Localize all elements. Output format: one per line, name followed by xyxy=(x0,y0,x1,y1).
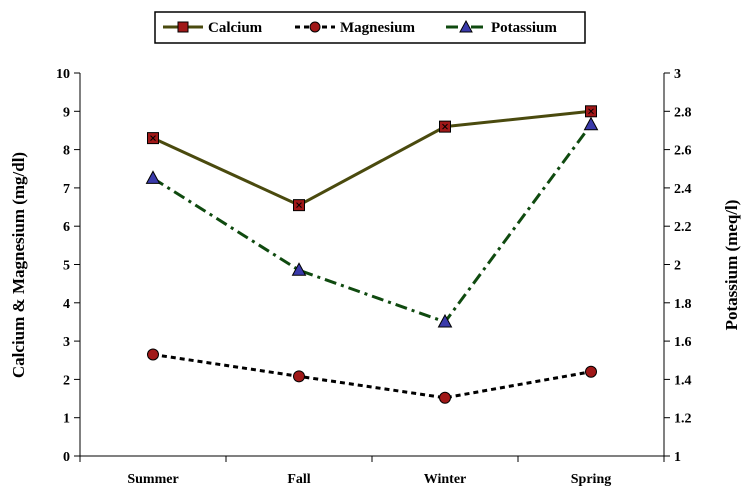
y-right-tick-label: 1.2 xyxy=(674,412,692,427)
series-layer xyxy=(145,105,599,404)
series-magnesium-line xyxy=(152,353,592,400)
legend-item-calcium: Calcium xyxy=(163,20,263,36)
y-left-tick-label: 0 xyxy=(63,450,70,465)
ticks-layer: 0 1 2 3 4 5 6 7 8 9 10 1 1.2 1.4 1.6 1.8 2 2.2 2.4 2.6 2.8 3 S… xyxy=(56,67,692,487)
y-left-tick-label: 3 xyxy=(63,335,70,350)
legend: Calcium Magnesium Potassium xyxy=(154,11,586,44)
series-calcium-point-cross xyxy=(296,202,302,208)
axes xyxy=(79,73,665,457)
y-left-tick-label: 6 xyxy=(63,220,70,235)
y-right-tick-label: 3 xyxy=(674,67,681,82)
series-magnesium-point xyxy=(585,365,597,378)
legend-calcium-label: Calcium xyxy=(208,20,263,36)
legend-potassium-label: Potassium xyxy=(491,20,557,36)
y-left-tick-label: 10 xyxy=(56,67,70,82)
legend-item-potassium: Potassium xyxy=(446,19,557,36)
y-left-tick-label: 7 xyxy=(63,182,70,197)
y-left-tick-label: 1 xyxy=(63,412,70,427)
series-calcium-point-cross xyxy=(442,123,448,130)
y-right-tick-label: 2 xyxy=(674,259,681,274)
y-left-tick-label: 4 xyxy=(63,297,70,312)
y-left-tick-label: 5 xyxy=(63,259,70,274)
series-magnesium-point xyxy=(293,370,305,383)
y-right-tick-label: 1 xyxy=(674,450,681,465)
x-tick-label: Fall xyxy=(287,472,310,487)
series-potassium-point xyxy=(291,262,307,276)
series-potassium-line xyxy=(152,123,593,324)
x-tick-label: Summer xyxy=(127,472,178,487)
legend-calcium-marker xyxy=(177,21,189,33)
series-calcium-point-cross xyxy=(150,135,156,141)
legend-magnesium-marker xyxy=(309,21,321,33)
series-calcium-point-cross xyxy=(588,108,594,115)
y-right-tick-label: 1.4 xyxy=(674,373,692,388)
series-calcium-line xyxy=(152,109,592,207)
series-magnesium-point xyxy=(439,391,451,404)
legend-box xyxy=(154,11,586,44)
series-potassium-point xyxy=(145,170,161,184)
y-left-tick-label: 9 xyxy=(63,105,70,120)
series-potassium-point xyxy=(583,116,599,131)
series-potassium-point xyxy=(437,313,453,328)
x-tick-label: Winter xyxy=(424,472,467,487)
y-right-axis-title: Potassium (meq/l) xyxy=(722,200,741,331)
y-right-tick-label: 1.8 xyxy=(674,297,692,312)
y-right-tick-label: 2.2 xyxy=(674,220,692,235)
y-left-tick-label: 8 xyxy=(63,144,70,159)
y-right-tick-label: 1.6 xyxy=(674,335,692,350)
legend-magnesium-label: Magnesium xyxy=(340,20,416,36)
series-magnesium-point xyxy=(147,348,159,361)
y-left-axis-title: Calcium & Magnesium (mg/dl) xyxy=(9,152,28,378)
y-right-tick-label: 2.8 xyxy=(674,105,692,120)
x-tick-label: Spring xyxy=(571,472,611,487)
y-left-tick-label: 2 xyxy=(63,373,70,388)
y-right-tick-label: 2.6 xyxy=(674,144,692,159)
y-right-tick-label: 2.4 xyxy=(674,182,692,197)
legend-item-magnesium: Magnesium xyxy=(295,20,416,36)
legend-potassium-marker xyxy=(459,19,473,33)
